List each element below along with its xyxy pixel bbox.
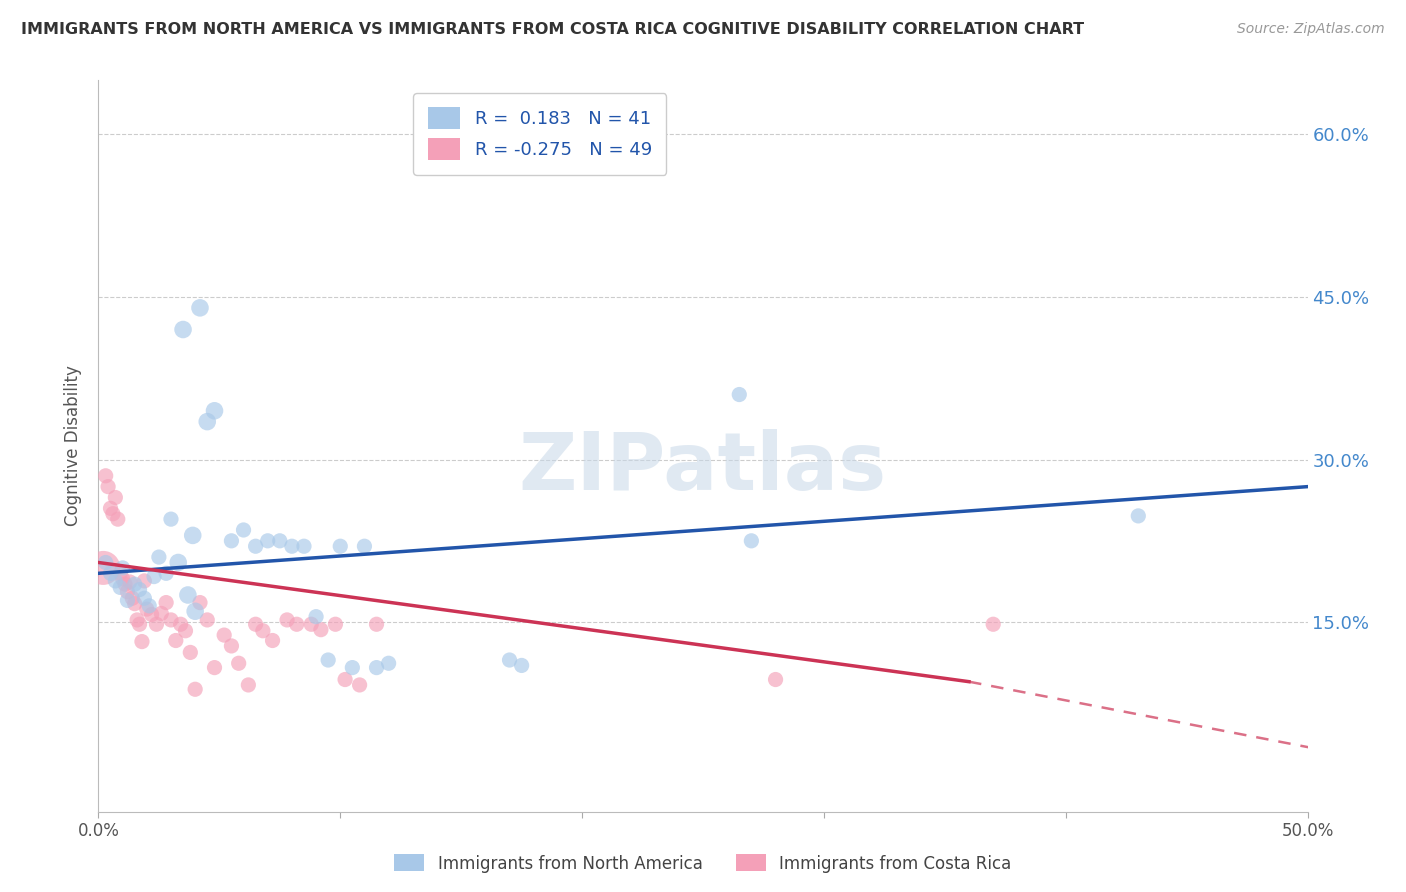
Point: [349, 678, 371, 692]
Point: [100, 501, 122, 516]
Point: [188, 301, 211, 315]
Point: [498, 653, 520, 667]
Point: [108, 581, 131, 595]
Point: [184, 604, 207, 618]
Point: [165, 633, 187, 648]
Legend: Immigrants from North America, Immigrants from Costa Rica: Immigrants from North America, Immigrant…: [388, 847, 1018, 880]
Point: [285, 617, 308, 632]
Point: [127, 613, 149, 627]
Point: [765, 673, 787, 687]
Point: [377, 657, 399, 671]
Point: [366, 660, 388, 674]
Point: [101, 507, 124, 521]
Point: [160, 613, 183, 627]
Point: [276, 613, 298, 627]
Point: [97, 480, 120, 494]
Point: [221, 533, 243, 548]
Point: [305, 609, 328, 624]
Point: [107, 512, 129, 526]
Point: [117, 584, 139, 599]
Point: [342, 660, 364, 674]
Point: [160, 512, 183, 526]
Point: [134, 591, 156, 606]
Point: [104, 574, 127, 588]
Point: [111, 572, 134, 586]
Point: [252, 624, 274, 638]
Point: [329, 539, 352, 553]
Point: [141, 607, 163, 622]
Point: [148, 550, 170, 565]
Point: [128, 582, 150, 597]
Point: [135, 602, 157, 616]
Point: [981, 617, 1004, 632]
Text: ZIPatlas: ZIPatlas: [519, 429, 887, 507]
Point: [292, 539, 315, 553]
Point: [366, 617, 388, 632]
Point: [245, 617, 267, 632]
Point: [195, 415, 218, 429]
Point: [309, 623, 332, 637]
Point: [316, 653, 339, 667]
Point: [118, 574, 141, 589]
Point: [256, 533, 278, 548]
Point: [232, 523, 254, 537]
Point: [114, 577, 136, 591]
Point: [94, 556, 117, 570]
Point: [228, 657, 250, 671]
Point: [155, 596, 177, 610]
Point: [150, 607, 173, 621]
Point: [174, 624, 197, 638]
Point: [100, 566, 122, 581]
Point: [108, 566, 131, 581]
Point: [134, 574, 156, 588]
Point: [145, 617, 167, 632]
Point: [204, 404, 226, 418]
Point: [143, 569, 166, 583]
Point: [238, 678, 260, 692]
Point: [155, 566, 177, 581]
Text: Source: ZipAtlas.com: Source: ZipAtlas.com: [1237, 22, 1385, 37]
Point: [262, 633, 284, 648]
Point: [128, 617, 150, 632]
Point: [184, 682, 207, 697]
Point: [172, 322, 194, 336]
Point: [353, 539, 375, 553]
Point: [124, 577, 146, 591]
Point: [333, 673, 356, 687]
Point: [325, 617, 347, 632]
Point: [181, 528, 204, 542]
Point: [121, 591, 143, 606]
Text: IMMIGRANTS FROM NORTH AMERICA VS IMMIGRANTS FROM COSTA RICA COGNITIVE DISABILITY: IMMIGRANTS FROM NORTH AMERICA VS IMMIGRA…: [21, 22, 1084, 37]
Point: [281, 539, 304, 553]
Point: [221, 639, 243, 653]
Point: [117, 593, 139, 607]
Point: [204, 660, 226, 674]
Point: [212, 628, 235, 642]
Point: [177, 588, 200, 602]
Point: [1128, 508, 1150, 523]
Point: [124, 597, 146, 611]
Point: [131, 634, 153, 648]
Point: [179, 645, 201, 659]
Point: [91, 561, 114, 575]
Point: [111, 561, 134, 575]
Point: [104, 491, 127, 505]
Point: [169, 617, 191, 632]
Point: [728, 387, 751, 401]
Point: [167, 556, 190, 570]
Point: [269, 533, 291, 548]
Y-axis label: Cognitive Disability: Cognitive Disability: [65, 366, 83, 526]
Point: [94, 468, 117, 483]
Point: [299, 617, 322, 632]
Point: [245, 539, 267, 553]
Point: [740, 533, 762, 548]
Point: [195, 613, 218, 627]
Point: [510, 658, 533, 673]
Point: [138, 599, 160, 613]
Legend: R =  0.183   N = 41, R = -0.275   N = 49: R = 0.183 N = 41, R = -0.275 N = 49: [413, 93, 666, 175]
Point: [188, 596, 211, 610]
